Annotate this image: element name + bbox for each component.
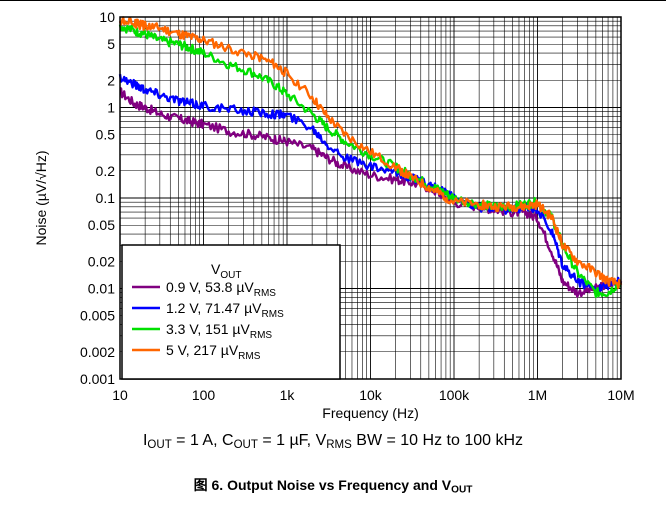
- i-out-subscript: OUT: [147, 438, 172, 451]
- noise-chart: 10 100 1k 10k 100k 1M 10M 10 5 2 1 0.5 0.2 0.1 0.05 0.0…: [33, 9, 635, 421]
- y-tick-label: 2: [107, 72, 115, 88]
- x-axis-label: Frequency (Hz): [322, 405, 418, 421]
- legend-label: 1.2 V, 71.47 µVRMS: [166, 300, 284, 320]
- legend-label: 0.9 V, 53.8 µVRMS: [166, 279, 276, 299]
- tick-labels: 10 100 1k 10k 100k 1M 10M 10 5 2 1 0.5 0.2 0.1 0.05 0.0…: [80, 9, 635, 403]
- y-tick-label: 1: [107, 100, 115, 116]
- y-tick-label: 0.05: [88, 217, 115, 233]
- legend-title-main: V: [211, 261, 221, 277]
- caption-text: 图 6. Output Noise vs Frequency and V: [193, 477, 452, 493]
- y-tick-label: 0.2: [96, 163, 116, 179]
- y-tick-label: 0.02: [88, 253, 115, 269]
- series-lines: [118, 16, 623, 298]
- legend-label-main: 5 V, 217 µV: [166, 342, 239, 358]
- i-out-symbol: I: [142, 432, 148, 449]
- caption-subscript: OUT: [451, 484, 473, 496]
- v-rms-subscript: RMS: [326, 438, 352, 451]
- x-tick-label: 1M: [528, 387, 547, 403]
- y-tick-label: 0.1: [96, 190, 116, 206]
- legend-title-sub: OUT: [220, 270, 241, 281]
- c-out-symbol: C: [222, 432, 234, 449]
- series-line: [119, 86, 623, 298]
- y-tick-label: 5: [107, 36, 115, 52]
- test-conditions: IOUT = 1 A, COUT = 1 µF, VRMS BW = 10 Hz…: [0, 432, 666, 451]
- series-line: [118, 16, 623, 290]
- x-tick-label: 100: [192, 387, 216, 403]
- figure-caption: 图 6. Output Noise vs Frequency and VOUT: [0, 475, 666, 495]
- top-rule: [0, 0, 666, 1]
- legend-label-main: 0.9 V, 53.8 µV: [166, 279, 254, 295]
- legend-label: 5 V, 217 µVRMS: [166, 342, 261, 362]
- x-tick-label: 10M: [607, 387, 634, 403]
- y-tick-label: 10: [99, 9, 115, 25]
- legend-label-sub: RMS: [254, 288, 277, 299]
- x-tick-label: 1k: [280, 387, 296, 403]
- legend-title: VOUT: [211, 261, 241, 281]
- x-tick-label: 10k: [359, 387, 383, 403]
- y-tick-label: 0.5: [96, 127, 116, 143]
- y-tick-label: 0.01: [88, 281, 115, 297]
- v-rms-value: BW = 10 Hz to 100 kHz: [351, 432, 524, 449]
- y-tick-label: 0.002: [80, 344, 115, 360]
- plot-frame: [119, 16, 622, 380]
- legend-label-sub: RMS: [250, 330, 273, 341]
- y-tick-label: 0.001: [80, 371, 115, 387]
- x-tick-label: 10: [112, 387, 128, 403]
- legend-label-main: 1.2 V, 71.47 µV: [166, 300, 262, 316]
- x-tick-label: 100k: [439, 387, 470, 403]
- legend-label-sub: RMS: [262, 309, 285, 320]
- legend-label: 3.3 V, 151 µVRMS: [166, 321, 272, 341]
- legend-box: [121, 244, 341, 380]
- v-rms-symbol: V: [315, 432, 327, 449]
- legend-label-main: 3.3 V, 151 µV: [166, 321, 250, 337]
- c-out-subscript: OUT: [233, 438, 258, 451]
- y-tick-label: 0.005: [80, 308, 115, 324]
- y-axis-label: Noise (µV/√Hz): [33, 150, 49, 245]
- c-out-value: = 1 µF,: [257, 432, 316, 449]
- i-out-value: = 1 A,: [171, 432, 222, 449]
- legend-label-sub: RMS: [238, 351, 261, 362]
